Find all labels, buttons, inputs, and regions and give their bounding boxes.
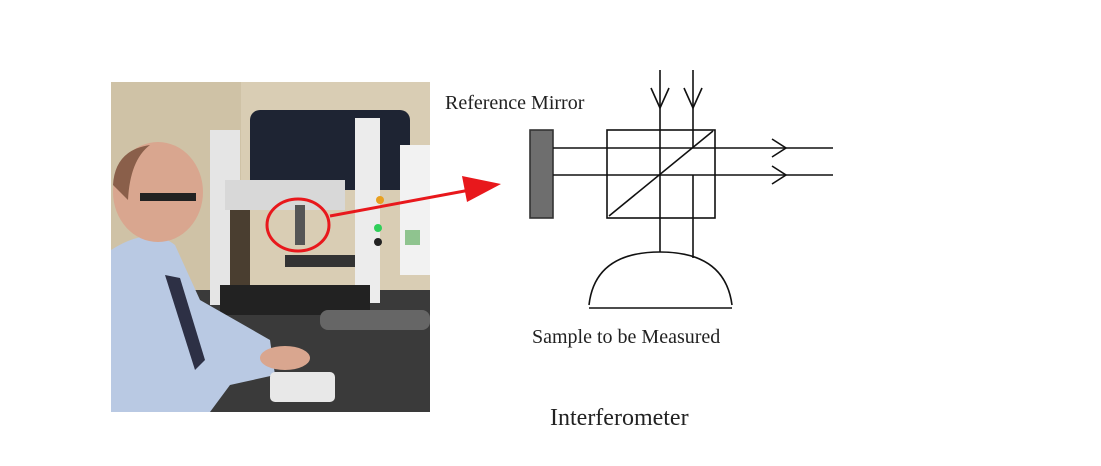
reference-mirror-label: Reference Mirror	[445, 92, 585, 114]
output-arrowhead-1	[771, 138, 788, 158]
reference-mirror	[529, 129, 554, 219]
figure-title: Interferometer	[550, 405, 689, 431]
beam-splitter-diagonal	[608, 130, 714, 217]
sample-label: Sample to be Measured	[532, 326, 721, 348]
interferometer-schematic	[529, 70, 833, 309]
pointer-arrow-head	[462, 176, 501, 202]
arrowhead-2	[683, 87, 703, 110]
highlight-circle	[265, 197, 331, 253]
pointer-arrow-shaft	[329, 188, 471, 218]
instrument-photo	[111, 82, 430, 412]
sample-dome	[588, 251, 733, 306]
output-arrowhead-2	[771, 165, 788, 185]
arrowhead-1	[650, 87, 670, 110]
beam-splitter-cube	[606, 129, 716, 219]
